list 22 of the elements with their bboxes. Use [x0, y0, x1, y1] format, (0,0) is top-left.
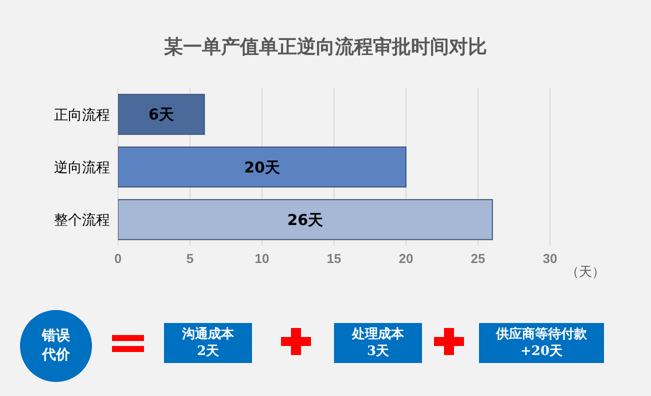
bar: [118, 94, 205, 135]
x-axis-title: （天）: [566, 264, 605, 281]
y-tick-label: 整个流程: [54, 212, 110, 229]
bar: [118, 199, 493, 240]
x-tick-label: 0: [114, 251, 122, 266]
x-tick-label: 15: [326, 251, 342, 266]
text: 沟通成本 2天: [182, 326, 234, 360]
x-tick-label: 30: [542, 251, 558, 266]
bar: [118, 146, 406, 188]
y-tick-label: 逆向流程: [54, 160, 110, 176]
data-label: 26天: [287, 210, 324, 229]
text: 处理成本 3天: [352, 326, 404, 360]
circle-badge: 错误代价: [20, 310, 92, 382]
data-label: 6天: [148, 106, 175, 124]
data-label: 20天: [244, 158, 281, 176]
x-tick-label: 10: [254, 251, 270, 266]
x-tick-label: 5: [186, 251, 194, 266]
text: 供应商等待付款 +20天: [496, 326, 587, 360]
x-tick-label: 25: [470, 251, 486, 266]
x-tick-label: 20: [398, 251, 414, 266]
y-tick-label: 正向流程: [54, 107, 110, 124]
chart-title: 某一单产值单正逆向流程审批时间对比: [163, 35, 488, 60]
